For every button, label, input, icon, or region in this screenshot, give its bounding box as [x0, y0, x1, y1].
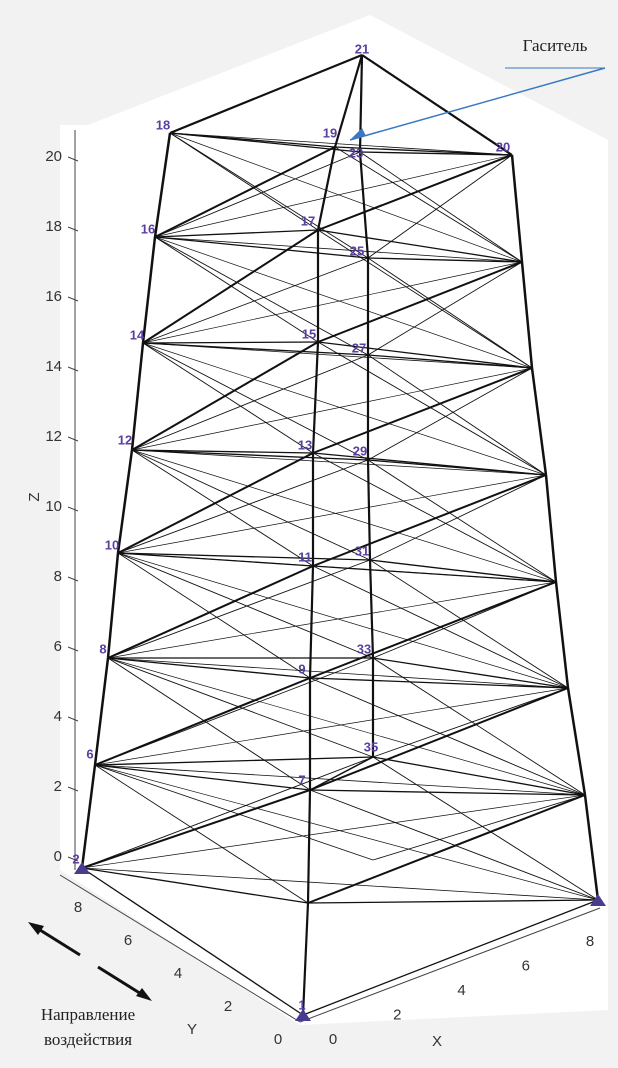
x-tick-label: 6 [522, 957, 530, 974]
truss-diagram: Гаситель Направление воздействия Z Y X 2… [0, 0, 618, 1068]
node-label: 7 [298, 772, 305, 787]
z-tick-label: 2 [54, 778, 62, 795]
node-label: 19 [323, 125, 337, 140]
node-label: 18 [156, 117, 170, 132]
node-label: 21 [355, 41, 369, 56]
node-label: 31 [355, 543, 369, 558]
x-tick-label: 4 [457, 982, 465, 999]
z-tick-label: 0 [54, 848, 62, 865]
node-label: 25 [350, 243, 364, 258]
z-tick-label: 6 [54, 638, 62, 655]
y-axis-label: Y [187, 1021, 197, 1038]
node-label: 23 [349, 145, 363, 160]
node-label: 13 [298, 437, 312, 452]
node-label: 11 [298, 549, 312, 564]
node-label: 14 [130, 327, 145, 342]
x-axis-label: X [432, 1033, 442, 1050]
plot-box [60, 15, 608, 1025]
y-tick-label: 6 [124, 932, 132, 949]
x-tick-label: 8 [586, 933, 594, 950]
node-label: 29 [353, 443, 367, 458]
node-label: 10 [105, 537, 119, 552]
x-tick-label: 0 [329, 1031, 337, 1048]
node-label: 35 [364, 739, 378, 754]
node-label: 9 [298, 661, 305, 676]
node-label: 6 [86, 746, 93, 761]
x-tick-label: 2 [393, 1006, 401, 1023]
z-axis-label: Z [26, 492, 43, 501]
z-tick-label: 20 [45, 148, 62, 165]
direction-label: Направление [41, 1005, 135, 1024]
damper-label: Гаситель [523, 36, 588, 55]
node-label: 12 [118, 432, 132, 447]
direction-label: воздействия [44, 1030, 132, 1049]
z-tick-label: 14 [45, 358, 62, 375]
y-tick-label: 8 [74, 899, 82, 916]
node-label: 33 [357, 641, 371, 656]
node-label: 17 [301, 213, 315, 228]
node-label: 8 [99, 641, 106, 656]
y-tick-label: 4 [174, 965, 182, 982]
node-label: 15 [302, 326, 316, 341]
z-tick-label: 18 [45, 218, 62, 235]
z-tick-label: 4 [54, 708, 62, 725]
y-tick-label: 2 [224, 998, 232, 1015]
z-tick-label: 10 [45, 498, 62, 515]
z-tick-label: 16 [45, 288, 62, 305]
node-label: 27 [352, 340, 366, 355]
y-tick-label: 0 [274, 1031, 282, 1048]
z-tick-label: 8 [54, 568, 62, 585]
node-label: 20 [496, 139, 510, 154]
node-label: 1 [298, 997, 305, 1012]
z-tick-label: 12 [45, 428, 62, 445]
node-label: 16 [141, 221, 155, 236]
